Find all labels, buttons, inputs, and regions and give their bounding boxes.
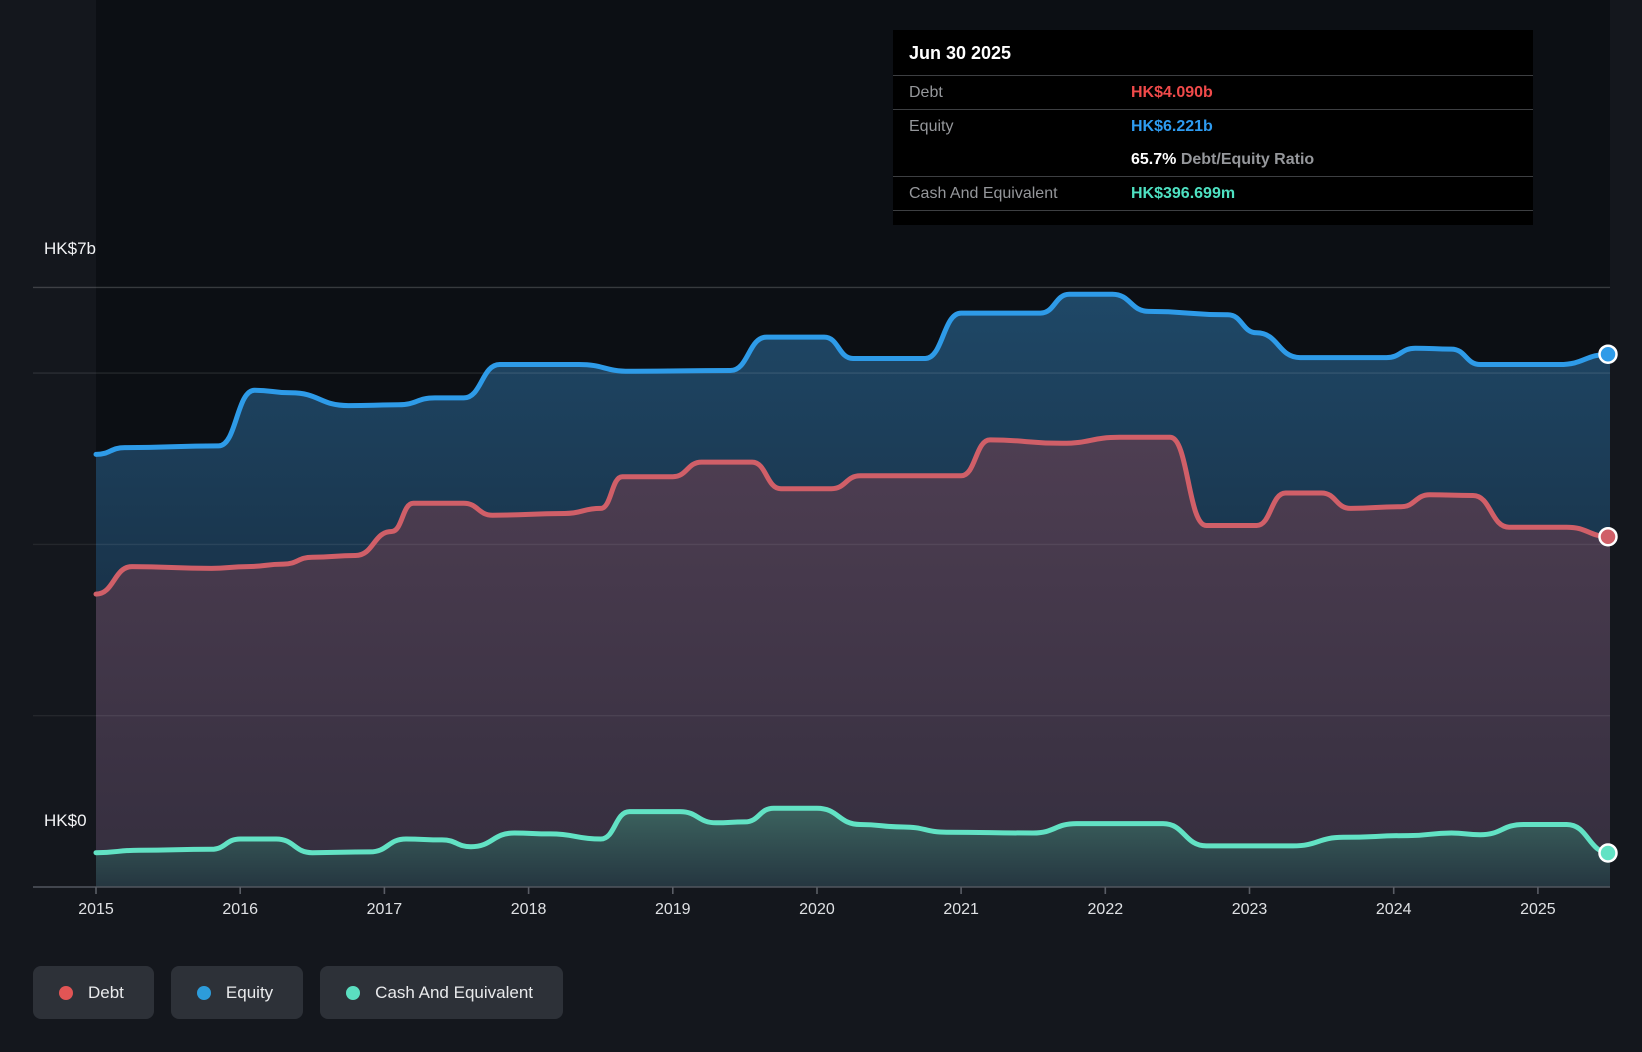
x-axis-year-label-2022: 2022 bbox=[1087, 901, 1124, 918]
x-axis: 2015 2016 2017 2018 2019 2020 2021 2022 2023 2024… bbox=[0, 901, 1642, 927]
debt-area bbox=[96, 437, 1610, 887]
x-axis-year-label-2016: 2016 bbox=[222, 901, 258, 918]
legend-item-equity[interactable]: Equity bbox=[170, 966, 304, 1019]
cash-and-equivalent-line bbox=[93, 805, 1613, 856]
tooltip-date: Jun 30 2025 bbox=[893, 30, 1533, 76]
legend-cash-label: Cash And Equivalent bbox=[375, 982, 534, 1002]
x-axis-year-label-2015: 2015 bbox=[78, 901, 114, 918]
x-axis-year-label-2023: 2023 bbox=[1231, 901, 1268, 918]
tooltip-equity-label: Equity bbox=[909, 118, 954, 135]
cash-and-equivalent-area bbox=[96, 808, 1610, 887]
tooltip-ratio-label: Debt/Equity Ratio bbox=[1176, 151, 1315, 168]
tooltip-row-ratio: 65.7% Debt/Equity Ratio bbox=[893, 143, 1533, 177]
tooltip-equity-value: HK$6.221b bbox=[1131, 118, 1213, 135]
tooltip-ratio-value: 65.7% Debt/Equity Ratio bbox=[1131, 151, 1315, 168]
x-axis-year-label-2017: 2017 bbox=[366, 901, 403, 918]
legend-item-debt[interactable]: Debt bbox=[33, 966, 154, 1019]
legend-equity-label: Equity bbox=[225, 982, 274, 1002]
y-axis-label-bottom: HK$0 bbox=[44, 811, 87, 830]
tooltip-cash-label: Cash And Equivalent bbox=[909, 185, 1058, 202]
y-axis-label-top: HK$7b bbox=[44, 239, 96, 258]
legend-item-cash[interactable]: Cash And Equivalent bbox=[320, 966, 564, 1019]
chart-tooltip: Jun 30 2025 Debt HK$4.090b Equity HK$6.2… bbox=[893, 30, 1533, 225]
cash-series-dot-icon bbox=[346, 985, 361, 1000]
debt-line bbox=[93, 434, 1613, 597]
chart-legend: Debt Equity Cash And Equivalent bbox=[33, 966, 564, 1019]
x-axis-year-label-2020: 2020 bbox=[799, 901, 835, 918]
x-axis-year-label-2021: 2021 bbox=[943, 901, 979, 918]
tooltip-row-equity: Equity HK$6.221b bbox=[893, 110, 1533, 143]
tooltip-debt-value: HK$4.090b bbox=[1131, 84, 1213, 101]
equity-line bbox=[93, 291, 1613, 457]
tooltip-cash-value: HK$396.699m bbox=[1131, 185, 1236, 202]
equity-end-dot[interactable] bbox=[1598, 344, 1618, 364]
legend-debt-label: Debt bbox=[88, 982, 124, 1002]
equity-series-dot-icon bbox=[196, 985, 211, 1000]
tooltip-row-cash: Cash And Equivalent HK$396.699m bbox=[893, 177, 1533, 211]
x-axis-year-label-2019: 2019 bbox=[654, 901, 691, 918]
x-axis-year-label-2024: 2024 bbox=[1375, 901, 1412, 918]
tooltip-debt-label: Debt bbox=[909, 84, 943, 101]
cash-and-equivalent-end-dot[interactable] bbox=[1598, 843, 1618, 863]
tooltip-row-debt: Debt HK$4.090b bbox=[893, 76, 1533, 110]
x-axis-year-label-2025: 2025 bbox=[1520, 901, 1556, 918]
debt-series-dot-icon bbox=[59, 985, 73, 1000]
debt-end-dot[interactable] bbox=[1598, 526, 1618, 547]
x-axis-year-label-2018: 2018 bbox=[510, 901, 547, 918]
